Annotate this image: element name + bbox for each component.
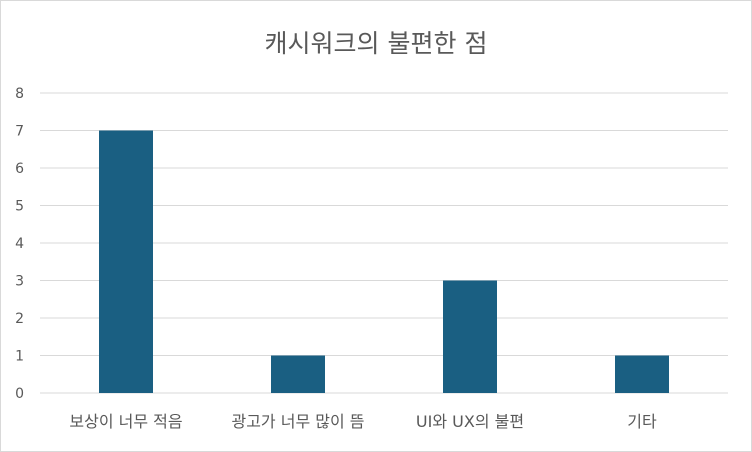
x-axis-labels: 보상이 너무 적음 광고가 너무 많이 뜸 UI와 UX의 불편 기타 <box>69 412 657 431</box>
y-tick-label: 2 <box>15 311 24 327</box>
x-category-label: 광고가 너무 많이 뜸 <box>231 412 364 431</box>
x-category-label: 보상이 너무 적음 <box>69 412 182 431</box>
chart-title: 캐시워크의 불편한 점 <box>265 29 488 58</box>
x-category-label: 기타 <box>627 412 657 431</box>
bars <box>99 130 669 393</box>
y-tick-label: 6 <box>15 161 24 177</box>
y-tick-label: 0 <box>15 386 24 402</box>
y-tick-label: 4 <box>15 236 24 252</box>
bar-1 <box>99 130 153 393</box>
y-axis-ticks: 0 1 2 3 4 5 6 7 8 <box>15 86 24 402</box>
y-tick-label: 5 <box>15 199 24 215</box>
bar-4 <box>615 355 669 393</box>
y-tick-label: 8 <box>15 86 24 102</box>
y-tick-label: 7 <box>15 124 24 140</box>
y-tick-label: 3 <box>15 274 24 290</box>
bar-3 <box>443 280 497 393</box>
x-category-label: UI와 UX의 불편 <box>416 412 524 431</box>
y-tick-label: 1 <box>15 349 24 365</box>
bar-2 <box>271 355 325 393</box>
gridlines <box>40 92 728 394</box>
